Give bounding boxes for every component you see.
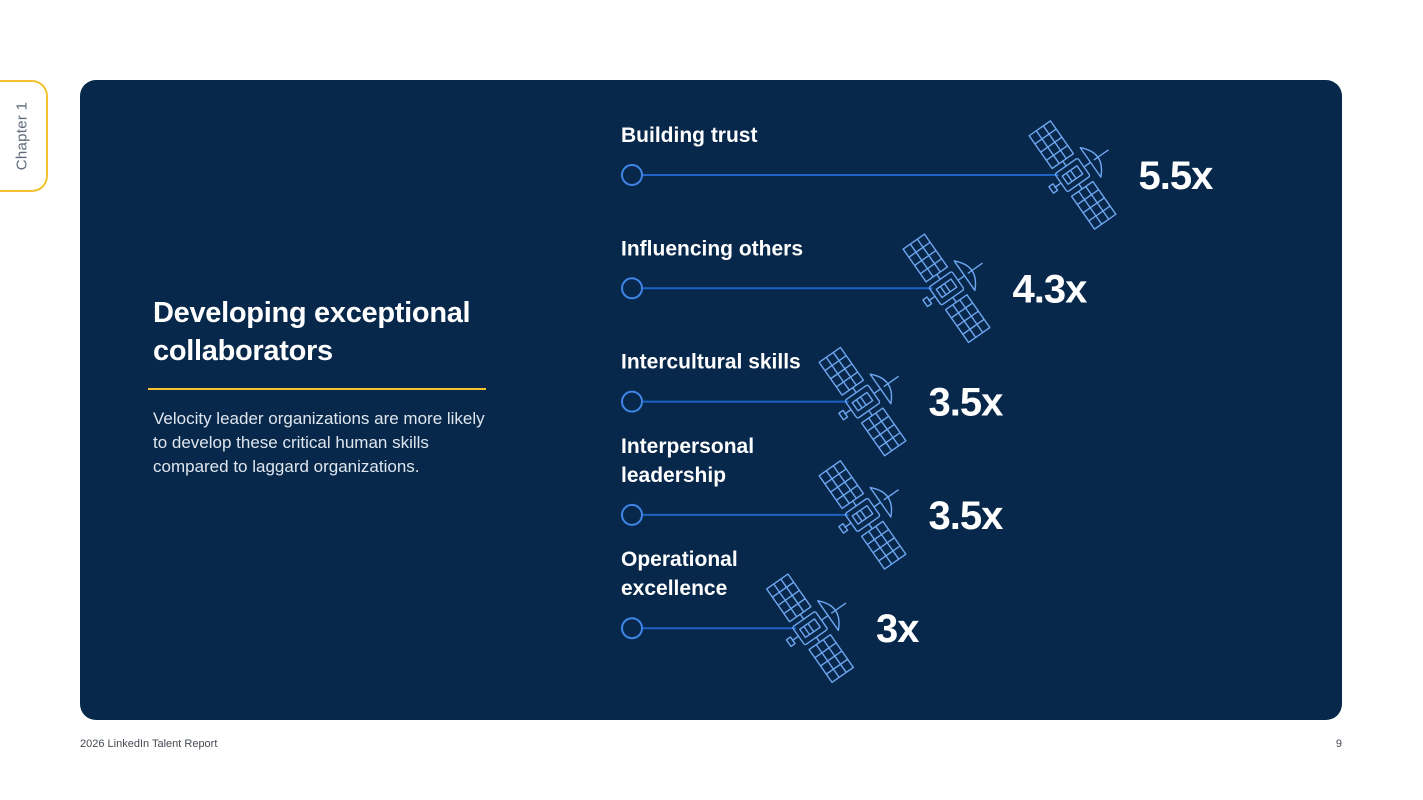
value-label: 5.5x <box>1139 154 1214 198</box>
section-headline: Developing exceptional collaborators <box>153 297 471 367</box>
category-label: Interpersonal <box>621 435 754 458</box>
value-label: 3.5x <box>929 494 1004 538</box>
chart-row: Intercultural skills 3.5x <box>621 346 1004 457</box>
satellite-icon <box>902 233 991 344</box>
chapter-tab-label: Chapter 1 <box>13 101 31 171</box>
accent-divider <box>148 388 486 390</box>
footer-page-number: 9 <box>1335 738 1342 750</box>
category-label: Operational <box>621 548 738 571</box>
start-circle <box>621 617 643 640</box>
category-label: Building trust <box>621 124 757 147</box>
content-panel: Developing exceptional collaborators Vel… <box>80 80 1342 720</box>
category-label: excellence <box>621 577 727 600</box>
value-label: 4.3x <box>1013 267 1088 311</box>
category-label: leadership <box>621 464 726 487</box>
satellite-icon <box>765 573 855 684</box>
chart-row: Building trust 5.5x <box>621 120 1214 230</box>
chart-row: Influencing others 4.3x <box>621 233 1088 344</box>
start-circle <box>621 503 643 526</box>
satellite-icon <box>818 346 907 457</box>
satellite-icon <box>1028 120 1117 230</box>
footer-report-title: 2026 LinkedIn Talent Report <box>80 738 218 750</box>
chapter-tab[interactable]: Chapter 1 <box>0 80 48 192</box>
category-label: Influencing others <box>621 237 803 260</box>
start-circle <box>621 277 643 300</box>
value-label: 3x <box>876 607 919 651</box>
satellite-icon <box>818 460 907 570</box>
chart-row: Interpersonal leadership 3.5x <box>621 435 1004 570</box>
skills-chart: Building trust 5.5x Influencing others 4.3x… <box>621 120 1214 684</box>
section-description: Velocity leader organizations are more l… <box>153 409 485 476</box>
value-label: 3.5x <box>929 381 1004 425</box>
category-label: Intercultural skills <box>621 351 801 374</box>
chart-row: Operational excellence 3x <box>621 548 920 684</box>
start-circle <box>621 390 643 413</box>
start-circle <box>621 164 643 186</box>
